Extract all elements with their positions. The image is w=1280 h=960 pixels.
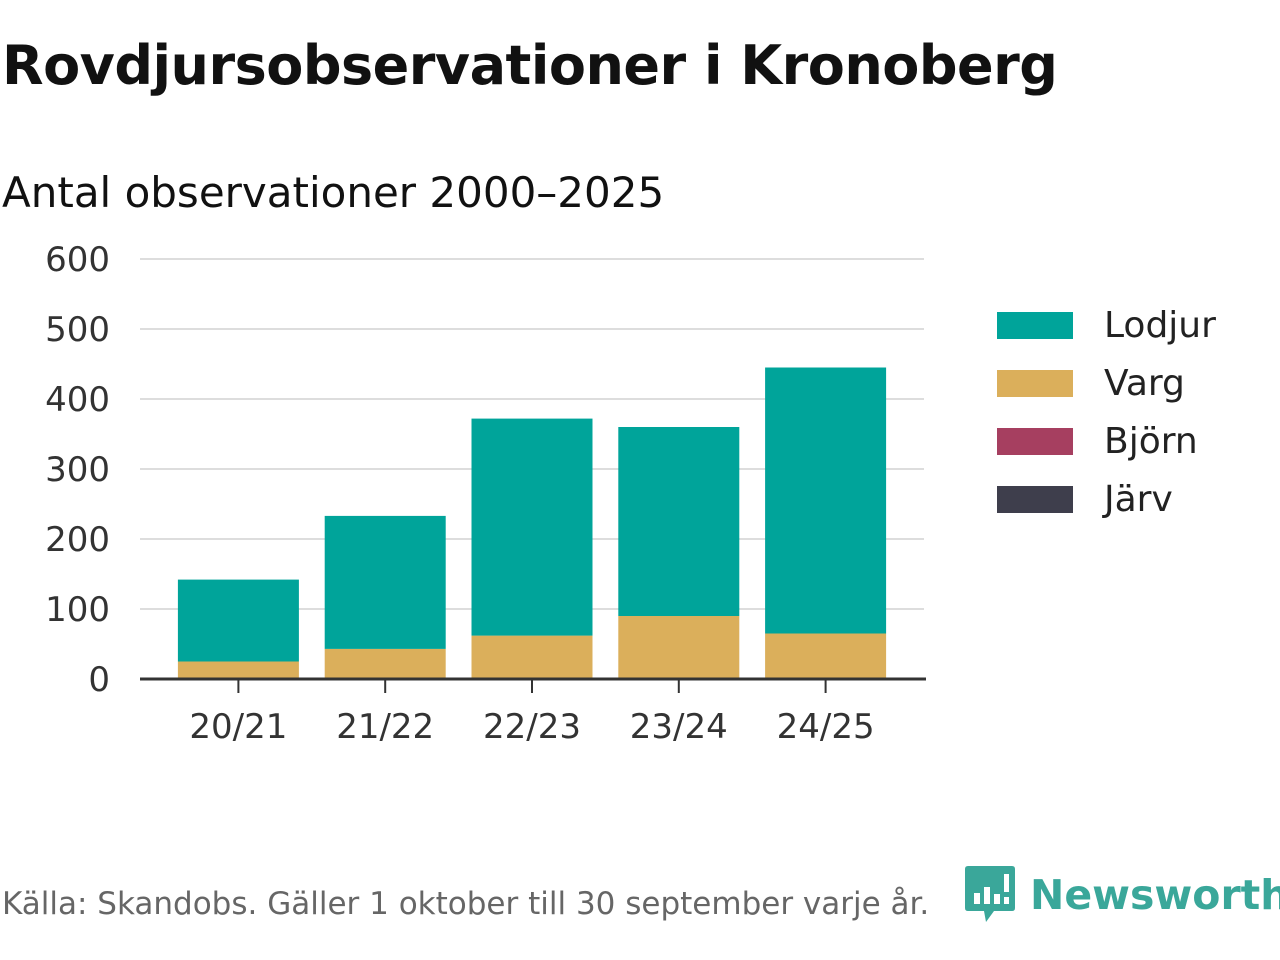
x-tick-label: 22/23 [483, 707, 581, 747]
newsworthy-logo-icon [965, 866, 1015, 922]
y-tick-label: 300 [45, 450, 110, 490]
legend-swatch-jarv [997, 485, 1073, 513]
bar-segment-lodjur [177, 579, 299, 662]
axes: 0 100 200 300 400 500 600 20/21 21/22 22/23 23/24 2… [45, 240, 926, 747]
y-tick-label: 600 [45, 240, 110, 280]
y-tick-label: 200 [45, 520, 110, 560]
legend-swatch-lodjur [997, 311, 1073, 339]
bar-segment-lodjur [765, 367, 887, 634]
bar-segment-varg [324, 648, 446, 679]
brand-name: Newsworthy [1030, 871, 1280, 919]
legend-label-jarv: Järv [1104, 478, 1173, 520]
bars [177, 367, 887, 679]
legend-label-varg: Varg [1104, 362, 1185, 404]
legend: Lodjur Varg Björn Järv [997, 296, 1216, 528]
legend-label-bjorn: Björn [1104, 420, 1198, 462]
legend-label-lodjur: Lodjur [1104, 304, 1216, 346]
x-tick-label: 24/25 [777, 707, 875, 747]
chart-title: Rovdjursobservationer i Kronoberg [2, 34, 1058, 97]
y-tick-label: 500 [45, 310, 110, 350]
legend-swatch-varg [997, 369, 1073, 397]
legend-item-varg: Varg [997, 354, 1216, 412]
y-tick-label: 100 [45, 590, 110, 630]
bar-segment-varg [177, 661, 299, 679]
bar-segment-lodjur [471, 418, 593, 636]
x-tick-label: 21/22 [336, 707, 434, 747]
y-tick-label: 0 [88, 660, 110, 700]
legend-swatch-bjorn [997, 427, 1073, 455]
legend-item-lodjur: Lodjur [997, 296, 1216, 354]
source-note: Källa: Skandobs. Gäller 1 oktober till 3… [2, 886, 930, 922]
chart-subtitle: Antal observationer 2000–2025 [2, 168, 665, 217]
bar-segment-varg [471, 635, 593, 679]
bar-segment-lodjur [618, 427, 740, 616]
legend-item-jarv: Järv [997, 470, 1216, 528]
legend-item-bjorn: Björn [997, 412, 1216, 470]
bar-segment-varg [765, 633, 887, 679]
bar-segment-lodjur [324, 515, 446, 649]
y-tick-label: 400 [45, 380, 110, 420]
bar-segment-varg [618, 616, 740, 679]
brand-logo: Newsworthy [964, 864, 1280, 926]
x-tick-label: 20/21 [189, 707, 287, 747]
x-tick-label: 23/24 [630, 707, 728, 747]
